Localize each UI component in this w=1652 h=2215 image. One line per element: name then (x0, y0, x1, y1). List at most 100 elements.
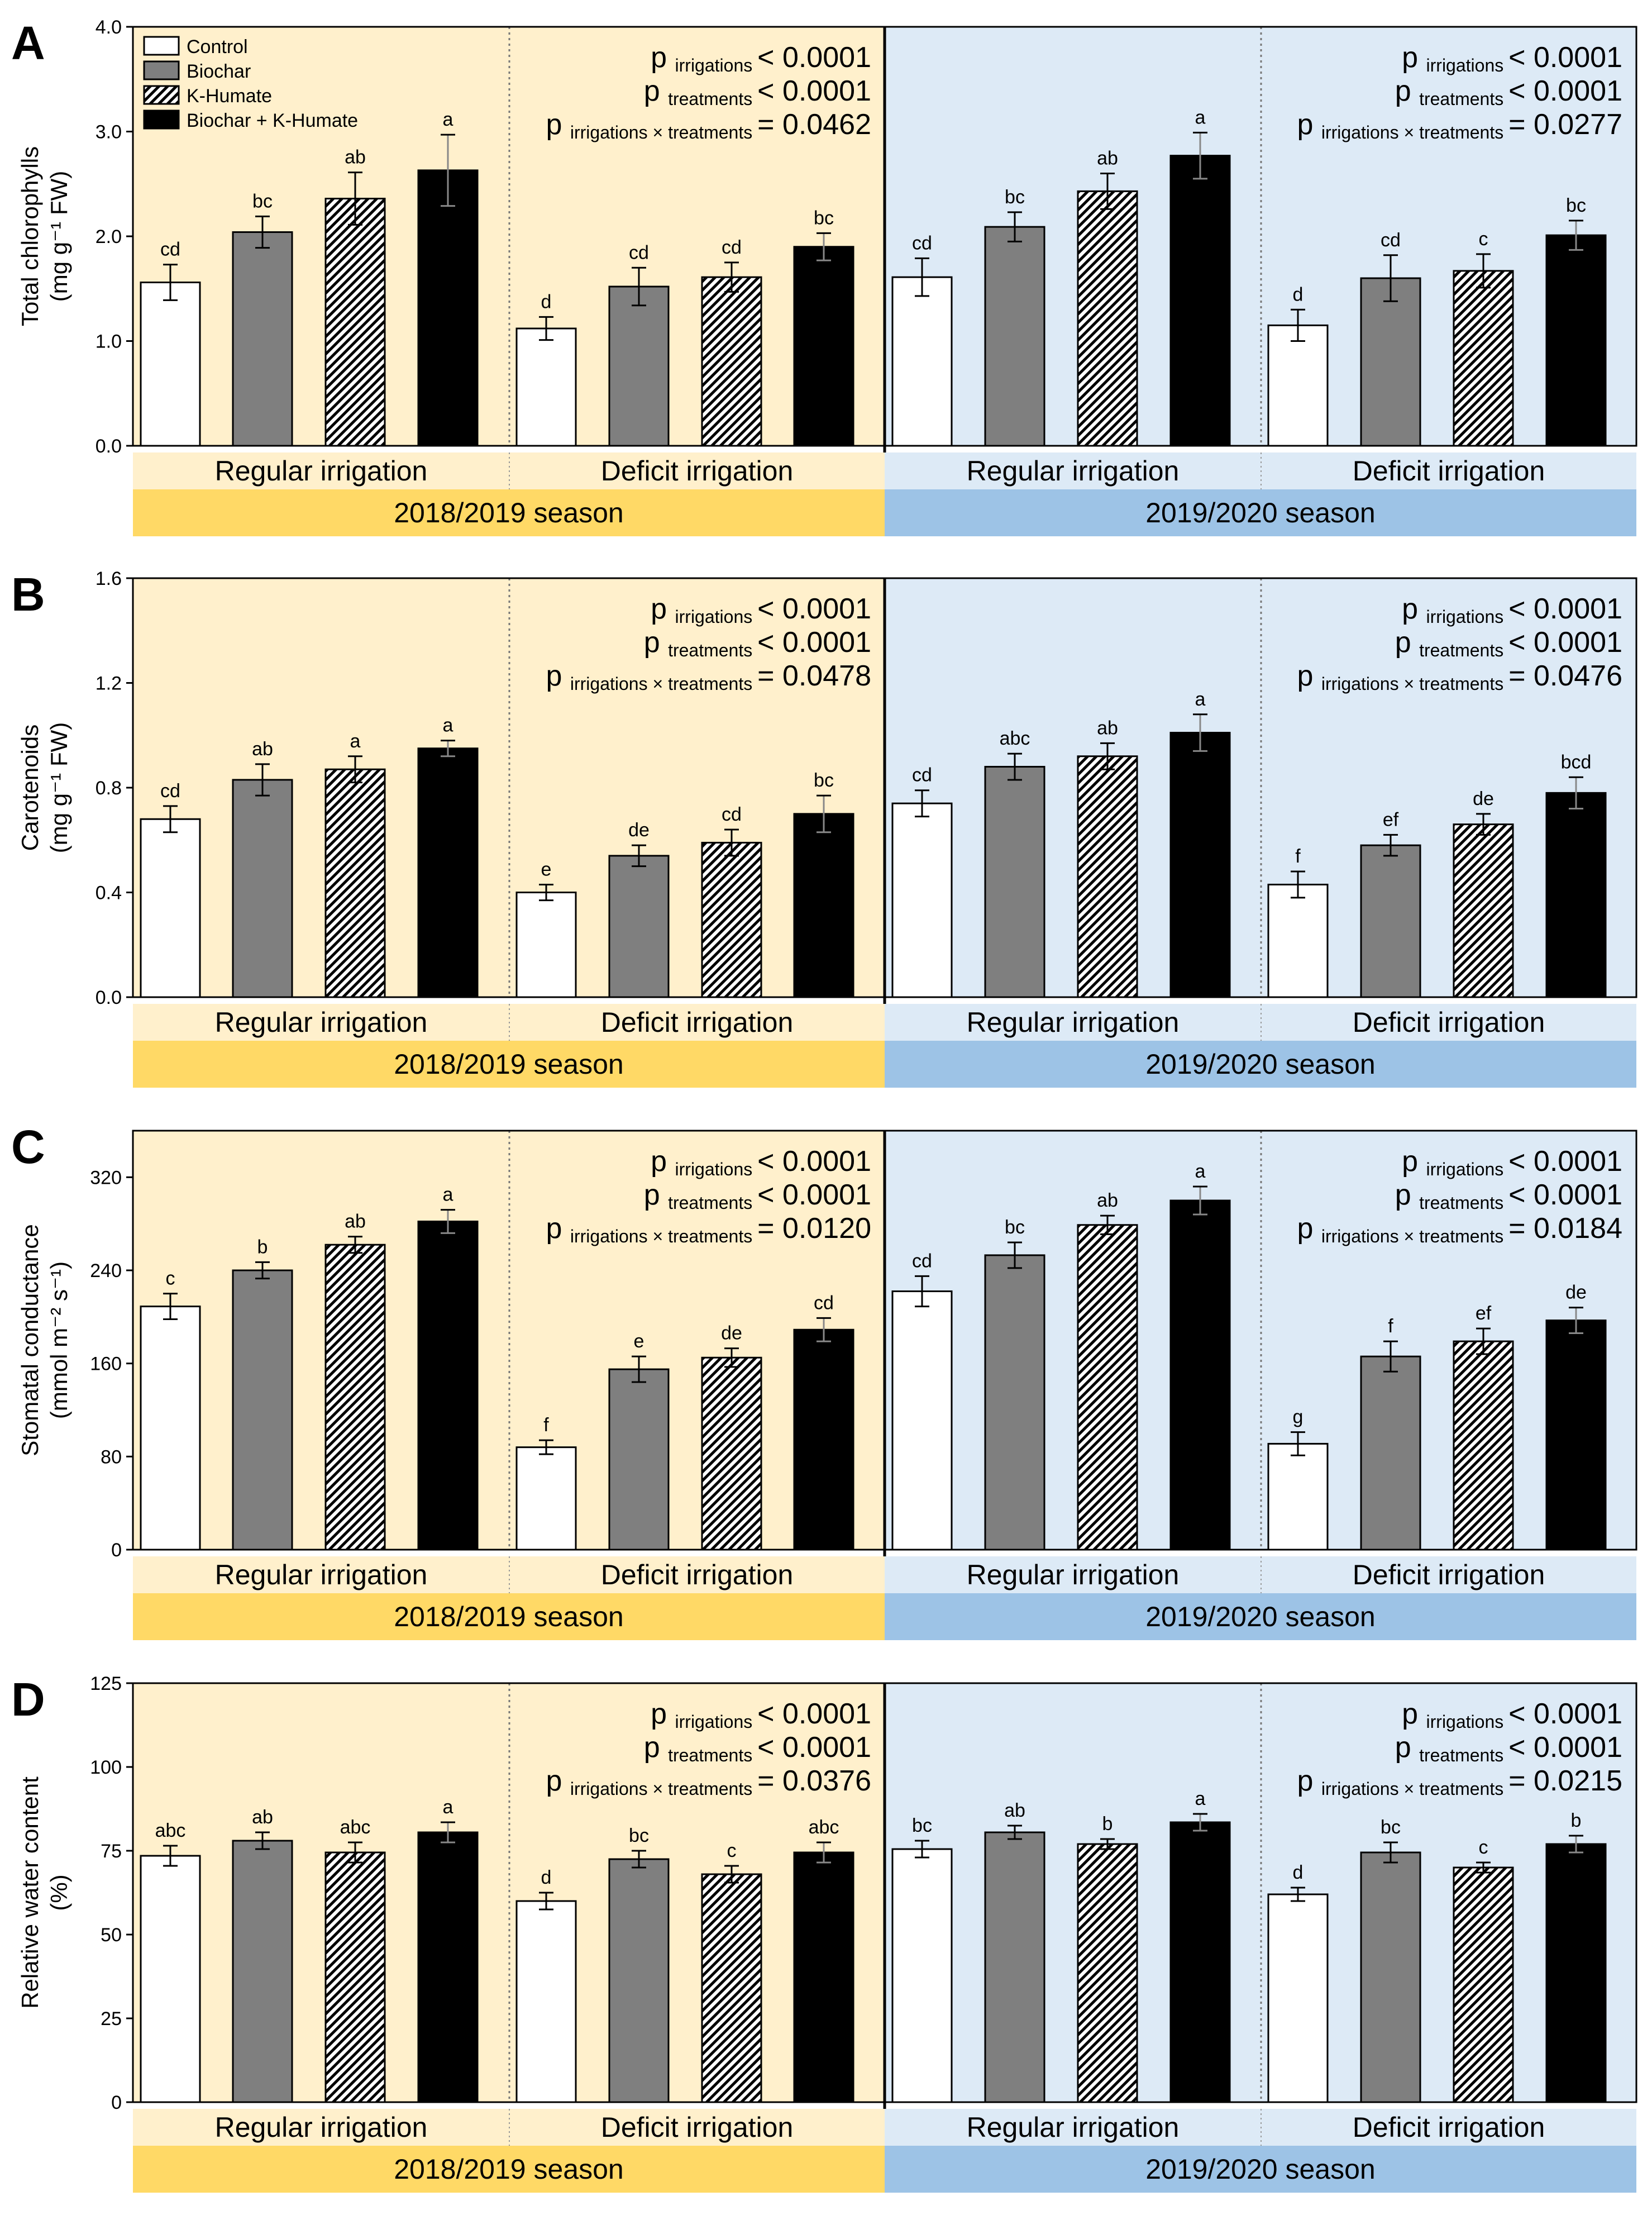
significance-letter: g (1293, 1407, 1304, 1428)
significance-letter: cd (722, 237, 742, 258)
significance-letter: ab (345, 147, 366, 168)
irrigation-strip-cell (885, 2109, 1261, 2146)
bar-k-humate-1 (701, 1873, 762, 2103)
bar-control-3 (1267, 1442, 1329, 1551)
significance-letter: bc (1566, 195, 1586, 216)
bar-biochar-0 (232, 779, 293, 998)
significance-letter: ab (252, 739, 273, 760)
bar-biochar-2 (984, 226, 1045, 447)
irrigation-strip-cell (1261, 2109, 1636, 2146)
p-value-interaction-A-0: p irrigations × treatments = 0.0462 (546, 108, 872, 142)
bar-k-humate-2 (1077, 755, 1138, 998)
y-tick-label: 1.6 (96, 568, 122, 589)
bar-k-humate-1 (701, 1356, 762, 1551)
p-value-treatments-B-1: p treatments < 0.0001 (1395, 626, 1622, 660)
significance-letter: a (443, 109, 453, 130)
significance-letter: bcd (1561, 751, 1592, 773)
significance-letter: e (634, 1331, 644, 1352)
bar-biochar-1 (608, 1368, 670, 1551)
significance-letter: b (257, 1236, 268, 1257)
legend-label: Biochar + K-Humate (187, 110, 358, 131)
significance-letter: b (1571, 1810, 1582, 1831)
irrigation-label: Regular irrigation (967, 455, 1180, 487)
bar-biochar-k-humate-1 (793, 1851, 854, 2103)
y-tick-label: 100 (90, 1757, 122, 1778)
y-tick-label: 0.4 (96, 883, 122, 904)
bar-k-humate-0 (324, 198, 386, 447)
bar-control-3 (1267, 883, 1329, 998)
significance-letter: d (1293, 284, 1304, 305)
significance-letter: e (541, 859, 552, 880)
significance-letter: ef (1383, 809, 1399, 830)
y-tick-label: 0.0 (96, 987, 122, 1008)
season-strip-cell (133, 1593, 885, 1640)
p-value-treatments-B-0: p treatments < 0.0001 (644, 626, 871, 660)
significance-letter: ef (1476, 1303, 1492, 1324)
significance-letter: ab (1097, 148, 1118, 169)
p-value-treatments-D-1: p treatments < 0.0001 (1395, 1731, 1622, 1765)
irrigation-label: Deficit irrigation (1353, 1559, 1545, 1590)
significance-letter: cd (160, 780, 180, 802)
irrigation-label: Deficit irrigation (601, 1559, 794, 1590)
significance-letter: de (1565, 1282, 1587, 1303)
bar-control-2 (891, 1848, 953, 2103)
y-tick-label: 75 (101, 1841, 122, 1862)
significance-letter: bc (912, 1815, 932, 1836)
bar-k-humate-2 (1077, 1843, 1138, 2103)
irrigation-strip-cell (885, 1004, 1261, 1041)
legend-swatch-hatch (143, 85, 180, 105)
y-tick-label: 80 (101, 1446, 122, 1468)
significance-letter: ab (1097, 717, 1118, 739)
irrigation-strip-cell (133, 1004, 509, 1041)
significance-letter: d (1293, 1862, 1304, 1883)
irrigation-label: Regular irrigation (215, 2112, 428, 2143)
significance-letter: abc (155, 1820, 186, 1841)
irrigation-label: Regular irrigation (215, 1559, 428, 1590)
irrigation-strip-cell (133, 1556, 509, 1593)
season-label: 2019/2020 season (1145, 1049, 1375, 1080)
significance-letter: b (1102, 1813, 1113, 1835)
irrigation-strip-cell (509, 2109, 885, 2146)
p-value-interaction-B-1: p irrigations × treatments = 0.0476 (1297, 660, 1623, 694)
bar-control-1 (515, 1900, 577, 2103)
season-strip-cell (885, 1593, 1636, 1640)
p-value-irrigations-B-1: p irrigations < 0.0001 (1402, 593, 1622, 627)
panel-A: A Total chlorophylls (mg g⁻¹ FW) 0.0 1.0 2.0 3… (11, 17, 1637, 536)
irrigation-label: Deficit irrigation (1353, 2112, 1545, 2143)
irrigation-strip-cell (885, 1556, 1261, 1593)
p-value-interaction-D-1: p irrigations × treatments = 0.0215 (1297, 1765, 1623, 1799)
legend-label: K-Humate (187, 85, 272, 107)
bar-control-3 (1267, 324, 1329, 447)
y-tick-label: 3.0 (96, 122, 122, 143)
season-strip-cell (885, 1041, 1636, 1088)
bar-k-humate-0 (324, 1244, 386, 1551)
y-tick-label: 0 (111, 1540, 122, 1561)
panel-letter: C (11, 1121, 45, 1173)
irrigation-strip-cell (509, 1004, 885, 1041)
season-label: 2018/2019 season (394, 497, 623, 528)
y-axis-unit: (mg g⁻¹ FW) (46, 722, 72, 853)
bar-biochar-3 (1360, 844, 1421, 998)
bar-control-0 (140, 818, 201, 998)
significance-letter: cd (1381, 230, 1401, 251)
irrigation-strip-cell (885, 452, 1261, 489)
significance-letter: a (1195, 689, 1206, 710)
legend-swatch-white (143, 36, 180, 56)
bar-control-2 (891, 276, 953, 447)
significance-letter: abc (340, 1817, 371, 1838)
significance-letter: ab (1097, 1190, 1118, 1211)
y-tick-label: 0.8 (96, 778, 122, 799)
significance-letter: d (541, 291, 552, 312)
irrigation-strip-cell (1261, 1004, 1636, 1041)
significance-letter: cd (629, 242, 649, 263)
significance-letter: a (443, 715, 453, 736)
bar-biochar-2 (984, 1254, 1045, 1551)
p-value-irrigations-A-1: p irrigations < 0.0001 (1402, 41, 1622, 75)
season-label: 2018/2019 season (394, 2154, 623, 2185)
significance-letter: a (443, 1797, 453, 1818)
irrigation-strip-cell (133, 2109, 509, 2146)
bar-biochar-k-humate-2 (1169, 155, 1231, 447)
significance-letter: cd (912, 1250, 932, 1271)
legend: Control Biochar K-Humate Biochar + K-Humate (143, 36, 358, 131)
bar-control-3 (1267, 1893, 1329, 2103)
